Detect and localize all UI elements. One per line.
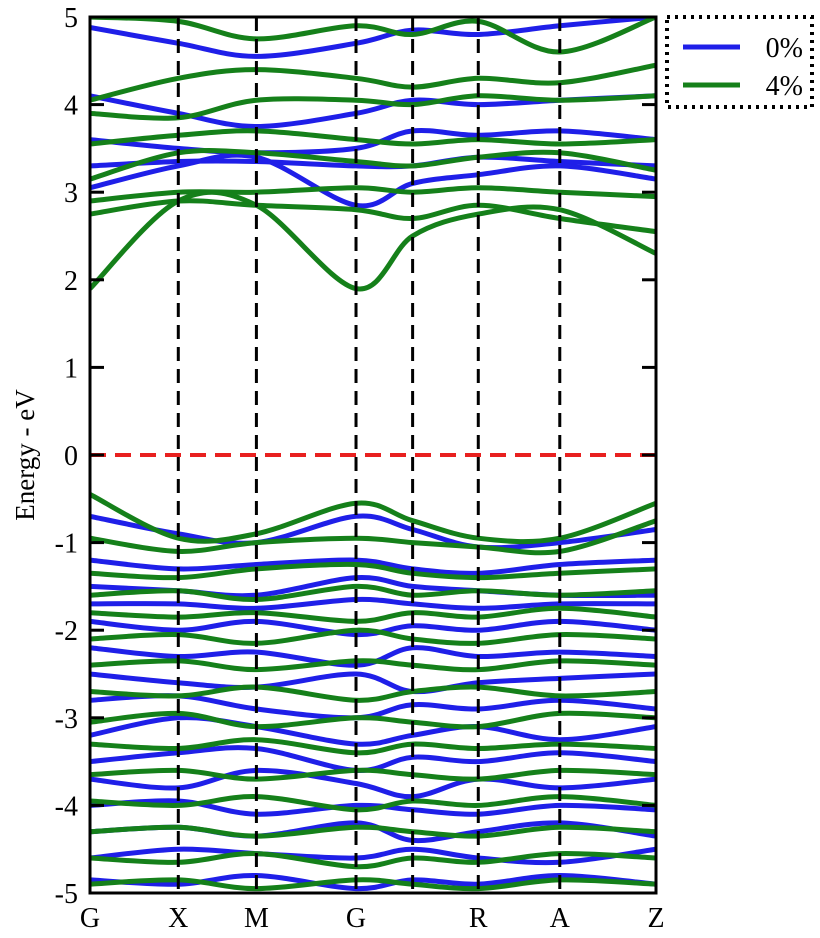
band-line-unstrained-10: [90, 645, 656, 668]
band-line-strained-3: [90, 128, 656, 147]
y-tick-label: -5: [55, 879, 78, 910]
band-line-strained-20: [90, 824, 656, 839]
legend-box: [665, 15, 814, 109]
band-line-unstrained-2: [90, 127, 656, 156]
band-line-strained-1: [90, 62, 656, 103]
band-line-unstrained-8: [90, 596, 656, 611]
band-line-strained-11: [90, 583, 656, 603]
band-line-unstrained-15: [90, 767, 656, 800]
band-line-strained-12: [90, 605, 656, 624]
band-line-strained-8: [90, 492, 656, 545]
x-tick-label: G: [80, 903, 100, 934]
y-tick-label: 0: [64, 441, 78, 472]
y-tick-label: 3: [64, 178, 78, 209]
band-line-strained-14: [90, 658, 656, 673]
band-line-strained-19: [90, 794, 656, 813]
band-line-unstrained-11: [90, 671, 656, 695]
x-tick-label: R: [469, 903, 488, 934]
band-line-strained-18: [90, 767, 656, 782]
y-tick-label: -2: [55, 616, 78, 647]
band-line-strained-22: [90, 877, 656, 892]
y-tick-label: 1: [64, 353, 78, 384]
band-line-strained-4: [90, 147, 656, 182]
band-line-unstrained-6: [90, 557, 656, 576]
x-tick-label: X: [168, 903, 188, 934]
y-tick-label: -4: [55, 791, 78, 822]
y-tick-label: -1: [55, 529, 78, 560]
y-tick-label: -3: [55, 704, 78, 735]
x-tick-label: Z: [647, 903, 664, 934]
band-line-strained-15: [90, 684, 656, 703]
band-line-strained-2: [90, 93, 656, 121]
y-axis-title: Energy - eV: [10, 389, 40, 521]
legend-label-1: 4%: [766, 71, 803, 102]
band-line-strained-16: [90, 710, 656, 730]
band-line-strained-5: [90, 185, 656, 204]
band-line-unstrained-14: [90, 745, 656, 773]
band-line-strained-21: [90, 851, 656, 870]
y-axis-ticks: 5 4 3 2 1 0 -1 -2 -3 -4 -5: [55, 3, 656, 910]
band-line-unstrained-13: [90, 715, 656, 747]
x-tick-label: G: [346, 903, 366, 934]
y-tick-label: 4: [64, 91, 78, 122]
x-tick-label: M: [244, 903, 269, 934]
band-line-unstrained-0: [90, 17, 656, 59]
legend-label-0: 0%: [766, 33, 803, 64]
band-line-unstrained-19: [90, 872, 656, 892]
y-tick-label: 2: [64, 266, 78, 297]
high-symmetry-lines: [176, 17, 562, 893]
legend: 0%4%: [665, 15, 814, 109]
band-line-unstrained-5: [90, 513, 656, 551]
x-tick-label: A: [550, 903, 571, 934]
y-tick-label: 5: [64, 3, 78, 34]
band-line-strained-17: [90, 737, 656, 756]
band-line-unstrained-18: [90, 846, 656, 866]
band-lines: [90, 17, 656, 892]
band-line-strained-10: [90, 561, 656, 581]
band-line-unstrained-4: [90, 152, 656, 209]
band-line-strained-13: [90, 627, 656, 646]
